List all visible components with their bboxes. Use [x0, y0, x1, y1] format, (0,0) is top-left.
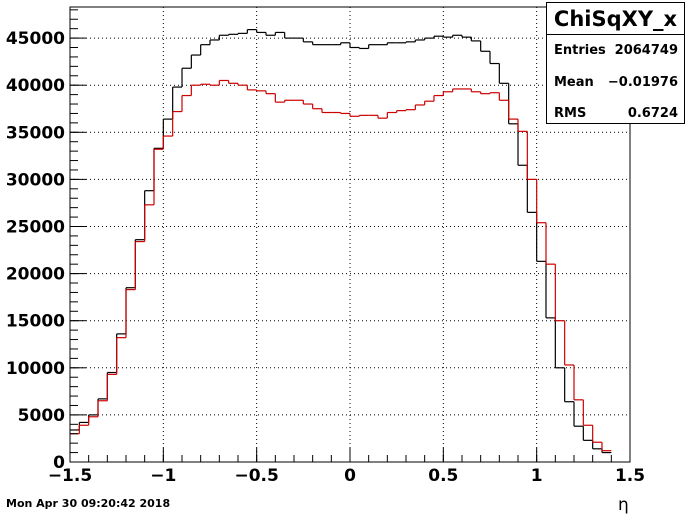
- stats-label: RMS: [554, 106, 587, 121]
- x-tick-label: −1: [150, 466, 176, 486]
- x-tick-label: −0.5: [234, 466, 278, 486]
- y-tick-label: 10000: [6, 359, 65, 379]
- x-tick-label: 0.5: [428, 466, 458, 486]
- x-tick-label: 1.5: [615, 466, 645, 486]
- y-tick-label: 40000: [6, 76, 65, 96]
- x-tick-label: −1.5: [48, 466, 92, 486]
- series-0: [70, 29, 612, 454]
- y-tick-label: 30000: [6, 170, 65, 190]
- axis-ticks: [69, 9, 631, 463]
- y-tick-label: 35000: [6, 123, 65, 143]
- x-axis-label: η: [618, 495, 629, 515]
- histogram-series: [70, 29, 612, 454]
- y-tick-label: 25000: [6, 217, 65, 237]
- y-tick-label: 0: [53, 453, 65, 473]
- y-tick-label: 45000: [6, 29, 65, 49]
- tick-labels: −1.5 −1 −0.5 0 0.5 1 1.5 0 5000 10000 15000 20000 25…: [6, 29, 645, 486]
- series-1: [70, 79, 612, 452]
- grid: [70, 7, 630, 462]
- stats-value: 0.6724: [627, 106, 678, 121]
- stats-value: 2064749: [614, 43, 678, 58]
- x-tick-label: 1: [531, 466, 543, 486]
- stats-label: Mean: [554, 75, 594, 90]
- timestamp: Mon Apr 30 09:20:42 2018: [6, 497, 171, 510]
- y-tick-label: 5000: [18, 406, 65, 426]
- x-tick-label: 0: [344, 466, 356, 486]
- stats-title: ChiSqXY_x: [547, 3, 684, 35]
- y-tick-label: 15000: [6, 312, 65, 332]
- stats-label: Entries: [554, 43, 606, 58]
- y-tick-label: 20000: [6, 265, 65, 285]
- stats-box: ChiSqXY_x Entries 2064749 Mean −0.01976 …: [546, 2, 685, 124]
- stats-value: −0.01976: [607, 75, 678, 90]
